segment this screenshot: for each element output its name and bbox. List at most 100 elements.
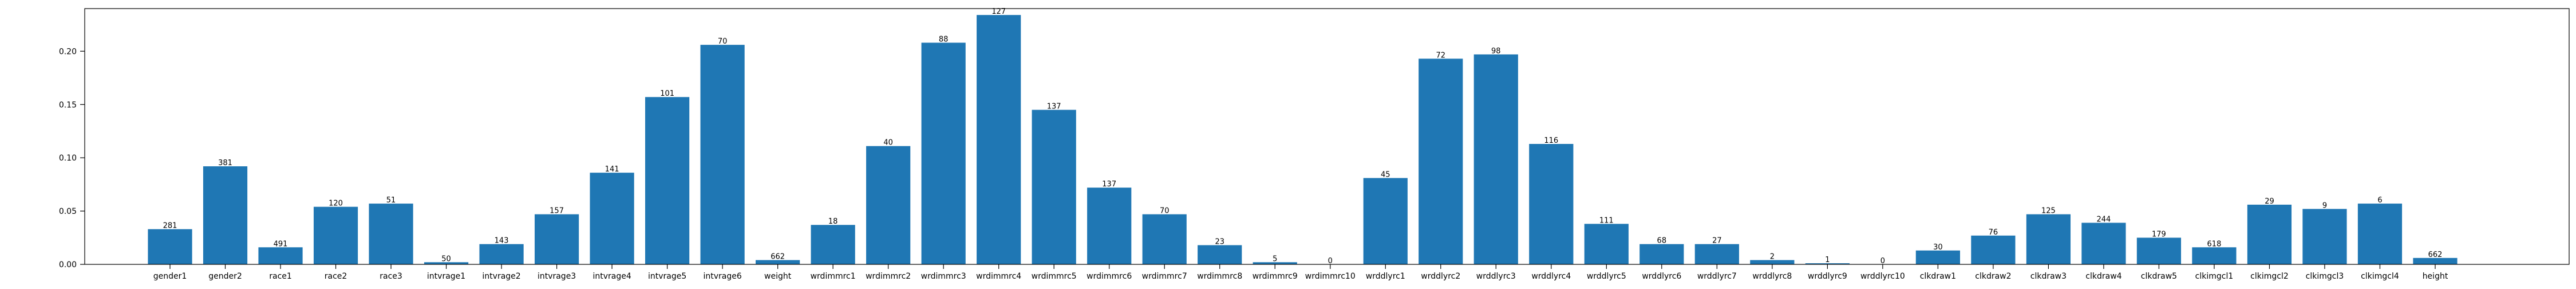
x-tick-label-clkdraw4: clkdraw4 xyxy=(2085,272,2121,281)
bar-value-label: 70 xyxy=(1160,207,1170,216)
x-tick-label-clkdraw5: clkdraw5 xyxy=(2141,272,2177,281)
x-tick-label-wrdimmrc9: wrdimmrc9 xyxy=(1253,272,1298,281)
bar-weight xyxy=(756,260,800,264)
bar-value-label: 45 xyxy=(1381,170,1390,179)
bar-clkimgcl1 xyxy=(2192,247,2237,264)
y-tick-label: 0.15 xyxy=(59,100,77,110)
bar-value-label: 101 xyxy=(660,89,674,98)
x-tick-label-race2: race2 xyxy=(325,272,347,281)
bar-intvrage4 xyxy=(590,173,634,264)
x-tick-label-wrdimmrc1: wrdimmrc1 xyxy=(811,272,856,281)
bar-value-label: 72 xyxy=(1436,51,1446,60)
x-tick-label-clkdraw1: clkdraw1 xyxy=(1920,272,1956,281)
bar-value-label: 179 xyxy=(2152,231,2166,239)
bar-value-label: 0 xyxy=(1880,257,1885,265)
bar-value-label: 127 xyxy=(991,7,1006,16)
y-axis: 0.00 0.05 0.10 0.15 0.20 xyxy=(59,47,85,270)
bar-value-label: 23 xyxy=(1215,238,1224,247)
x-tick-label-clkimgcl1: clkimgcl1 xyxy=(2195,272,2234,281)
bar-wrddlyrc7 xyxy=(1694,244,1739,264)
x-tick-label-intvrage5: intvrage5 xyxy=(648,272,686,281)
bar-value-label: 125 xyxy=(2041,207,2056,216)
bar-wrdimmrc6 xyxy=(1087,188,1132,264)
x-tick-label-clkdraw3: clkdraw3 xyxy=(2030,272,2067,281)
y-tick-label: 0.20 xyxy=(59,47,77,56)
x-tick-label-clkdraw2: clkdraw2 xyxy=(1975,272,2011,281)
x-tick-label-intvrage1: intvrage1 xyxy=(427,272,465,281)
x-tick-label-intvrage4: intvrage4 xyxy=(592,272,631,281)
y-tick-label: 0.05 xyxy=(59,207,77,216)
bar-wrdimmrc9 xyxy=(1253,262,1297,264)
y-tick-label: 0.00 xyxy=(59,260,77,270)
x-tick-label-intvrage6: intvrage6 xyxy=(703,272,741,281)
bar-value-label: 5 xyxy=(1273,255,1277,263)
bar-value-label: 491 xyxy=(274,240,288,248)
bar-value-label: 40 xyxy=(883,139,893,147)
bar-value-label: 18 xyxy=(828,217,838,226)
plot-frame xyxy=(84,8,2570,265)
bar-value-label: 157 xyxy=(550,207,564,216)
x-tick-label-wrddlyrc10: wrddlyrc10 xyxy=(1860,272,1905,281)
bar-intvrage5 xyxy=(645,97,690,264)
bar-value-label: 111 xyxy=(1599,216,1614,225)
bar-value-label: 88 xyxy=(939,35,949,44)
x-tick-label-intvrage3: intvrage3 xyxy=(538,272,576,281)
bar-wrdimmrc7 xyxy=(1142,214,1187,264)
x-tick-label-clkimgcl2: clkimgcl2 xyxy=(2250,272,2289,281)
bar-value-label: 120 xyxy=(329,200,343,208)
bar-value-label: 9 xyxy=(2322,201,2327,210)
x-tick-label-weight: weight xyxy=(764,272,792,281)
x-tick-label-wrdimmrc6: wrdimmrc6 xyxy=(1086,272,1132,281)
x-tick-label-wrdimmrc3: wrdimmrc3 xyxy=(921,272,966,281)
bar-clkimgcl4 xyxy=(2357,204,2403,264)
bar-value-label: 68 xyxy=(1657,237,1667,245)
bar-wrdimmrc2 xyxy=(866,146,911,264)
x-tick-label-race3: race3 xyxy=(380,272,402,281)
x-tick-label-race1: race1 xyxy=(269,272,292,281)
bar-wrddlyrc4 xyxy=(1529,144,1574,264)
bar-height xyxy=(2413,257,2458,264)
bar-value-label: 618 xyxy=(2207,240,2222,248)
bar-intvrage6 xyxy=(700,45,745,264)
x-tick-label-height: height xyxy=(2423,272,2448,281)
bar-wrddlyrc8 xyxy=(1750,260,1795,264)
bar-clkdraw2 xyxy=(1971,235,2016,264)
bar-value-label: 116 xyxy=(1544,136,1558,145)
bar-value-label: 1 xyxy=(1825,256,1830,264)
bar-value-label: 30 xyxy=(1933,243,1943,252)
bar-value-label: 50 xyxy=(441,255,451,263)
bar-wrdimmrc1 xyxy=(811,225,855,264)
bar-gender2 xyxy=(203,166,248,264)
bar-clkimgcl3 xyxy=(2302,209,2347,264)
bar-intvrage3 xyxy=(534,214,579,264)
x-tick-label-clkimgcl3: clkimgcl3 xyxy=(2306,272,2344,281)
bar-value-label: 29 xyxy=(2265,197,2274,206)
x-tick-label-wrdimmrc5: wrdimmrc5 xyxy=(1032,272,1077,281)
bar-wrdimmrc8 xyxy=(1198,245,1242,264)
bar-value-label: 70 xyxy=(718,37,728,46)
bar-value-label: 27 xyxy=(1712,237,1722,245)
x-tick-label-gender1: gender1 xyxy=(153,272,187,281)
bar-value-label: 141 xyxy=(605,165,619,174)
bar-intvrage2 xyxy=(479,244,524,264)
x-tick-label-wrddlyrc7: wrddlyrc7 xyxy=(1697,272,1737,281)
bar-clkdraw5 xyxy=(2136,237,2182,264)
bar-race2 xyxy=(313,206,358,264)
bar-wrddlyrc3 xyxy=(1473,54,1518,265)
bar-value-label: 76 xyxy=(1989,228,1998,237)
bar-value-label: 0 xyxy=(1328,257,1333,265)
bar-value-label: 662 xyxy=(771,253,785,261)
x-tick-label-wrddlyrc4: wrddlyrc4 xyxy=(1531,272,1571,281)
x-tick-label-wrddlyrc9: wrddlyrc9 xyxy=(1808,272,1847,281)
x-tick-label-gender2: gender2 xyxy=(208,272,242,281)
bar-value-label: 51 xyxy=(386,196,396,205)
bar-value-label: 381 xyxy=(218,159,232,167)
bar-clkdraw3 xyxy=(2026,214,2071,264)
x-tick-label-clkimgcl4: clkimgcl4 xyxy=(2361,272,2399,281)
bar-wrddlyrc9 xyxy=(1805,263,1850,264)
bar-value-label: 6 xyxy=(2377,196,2382,205)
x-tick-label-intvrage2: intvrage2 xyxy=(482,272,520,281)
x-tick-label-wrddlyrc1: wrddlyrc1 xyxy=(1366,272,1405,281)
